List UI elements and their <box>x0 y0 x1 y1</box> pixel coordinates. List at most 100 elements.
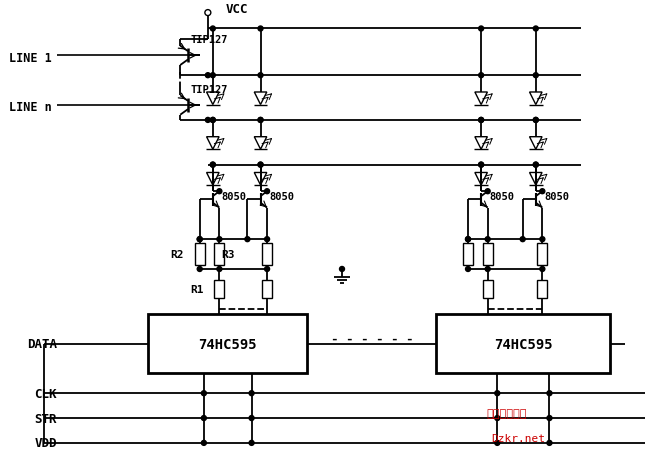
Bar <box>537 280 547 298</box>
Polygon shape <box>254 138 267 150</box>
Bar <box>262 244 272 266</box>
Circle shape <box>479 163 484 168</box>
Bar <box>483 280 492 298</box>
Circle shape <box>197 237 202 242</box>
Circle shape <box>547 440 552 446</box>
Circle shape <box>533 118 538 123</box>
Polygon shape <box>206 138 219 150</box>
Circle shape <box>210 27 215 32</box>
Circle shape <box>465 267 471 272</box>
Circle shape <box>210 118 215 123</box>
Bar <box>148 314 307 374</box>
Circle shape <box>197 267 202 272</box>
Text: VDD: VDD <box>34 436 57 449</box>
Text: 电子开发社区: 电子开发社区 <box>486 408 527 418</box>
Circle shape <box>540 267 545 272</box>
Circle shape <box>258 74 263 79</box>
Bar <box>214 244 224 266</box>
Circle shape <box>479 27 484 32</box>
Circle shape <box>485 189 490 194</box>
Circle shape <box>258 118 263 123</box>
Bar <box>463 244 473 266</box>
Text: LINE 1: LINE 1 <box>9 52 52 65</box>
Text: LINE n: LINE n <box>9 101 52 114</box>
Polygon shape <box>254 93 267 105</box>
Circle shape <box>249 391 254 396</box>
Polygon shape <box>254 173 267 186</box>
Circle shape <box>210 74 215 79</box>
Circle shape <box>479 163 484 168</box>
Circle shape <box>205 10 211 17</box>
Circle shape <box>202 440 206 446</box>
Circle shape <box>206 74 210 79</box>
Text: - - - - - -: - - - - - - <box>330 332 413 345</box>
Bar <box>537 244 547 266</box>
Circle shape <box>520 237 525 242</box>
Text: R3: R3 <box>221 249 235 259</box>
Polygon shape <box>206 93 219 105</box>
Text: R2: R2 <box>171 249 184 259</box>
Text: 8050: 8050 <box>545 192 569 202</box>
Circle shape <box>340 267 344 272</box>
Circle shape <box>258 163 263 168</box>
Bar <box>195 244 205 266</box>
Circle shape <box>479 118 484 123</box>
Circle shape <box>479 118 484 123</box>
Polygon shape <box>475 93 487 105</box>
Circle shape <box>495 416 500 421</box>
Text: TIP127: TIP127 <box>191 85 229 95</box>
Circle shape <box>485 267 490 272</box>
Circle shape <box>258 118 263 123</box>
Circle shape <box>465 237 471 242</box>
Circle shape <box>210 163 215 168</box>
Circle shape <box>217 237 222 242</box>
Circle shape <box>547 391 552 396</box>
Circle shape <box>197 237 202 242</box>
Bar <box>214 280 224 298</box>
Circle shape <box>533 163 538 168</box>
Text: 8050: 8050 <box>221 192 247 202</box>
Circle shape <box>495 440 500 446</box>
Text: 8050: 8050 <box>490 192 515 202</box>
Text: 74HC595: 74HC595 <box>198 337 257 351</box>
Text: R1: R1 <box>190 284 204 294</box>
Circle shape <box>485 237 490 242</box>
Circle shape <box>533 74 538 79</box>
Circle shape <box>202 416 206 421</box>
Circle shape <box>264 237 270 242</box>
Polygon shape <box>475 138 487 150</box>
Circle shape <box>258 163 263 168</box>
Circle shape <box>479 74 484 79</box>
Circle shape <box>202 391 206 396</box>
Polygon shape <box>475 173 487 186</box>
Text: VCC: VCC <box>226 3 249 16</box>
Circle shape <box>264 189 270 194</box>
Circle shape <box>533 163 538 168</box>
Circle shape <box>533 27 538 32</box>
Circle shape <box>206 118 210 123</box>
Text: 74HC595: 74HC595 <box>494 337 553 351</box>
Bar <box>483 244 492 266</box>
Text: CLK: CLK <box>34 387 57 400</box>
Bar <box>262 280 272 298</box>
Circle shape <box>465 237 471 242</box>
Circle shape <box>264 267 270 272</box>
Text: 8050: 8050 <box>269 192 294 202</box>
Circle shape <box>495 391 500 396</box>
Polygon shape <box>206 173 219 186</box>
Circle shape <box>249 440 254 446</box>
Polygon shape <box>529 173 542 186</box>
Text: TIP127: TIP127 <box>191 35 229 45</box>
Circle shape <box>540 237 545 242</box>
Circle shape <box>217 267 222 272</box>
Circle shape <box>258 27 263 32</box>
Text: STR: STR <box>34 412 57 425</box>
Bar <box>436 314 610 374</box>
Polygon shape <box>529 93 542 105</box>
Circle shape <box>217 189 222 194</box>
Circle shape <box>533 118 538 123</box>
Text: DATA: DATA <box>27 337 57 350</box>
Circle shape <box>249 416 254 421</box>
Circle shape <box>245 237 250 242</box>
Circle shape <box>547 416 552 421</box>
